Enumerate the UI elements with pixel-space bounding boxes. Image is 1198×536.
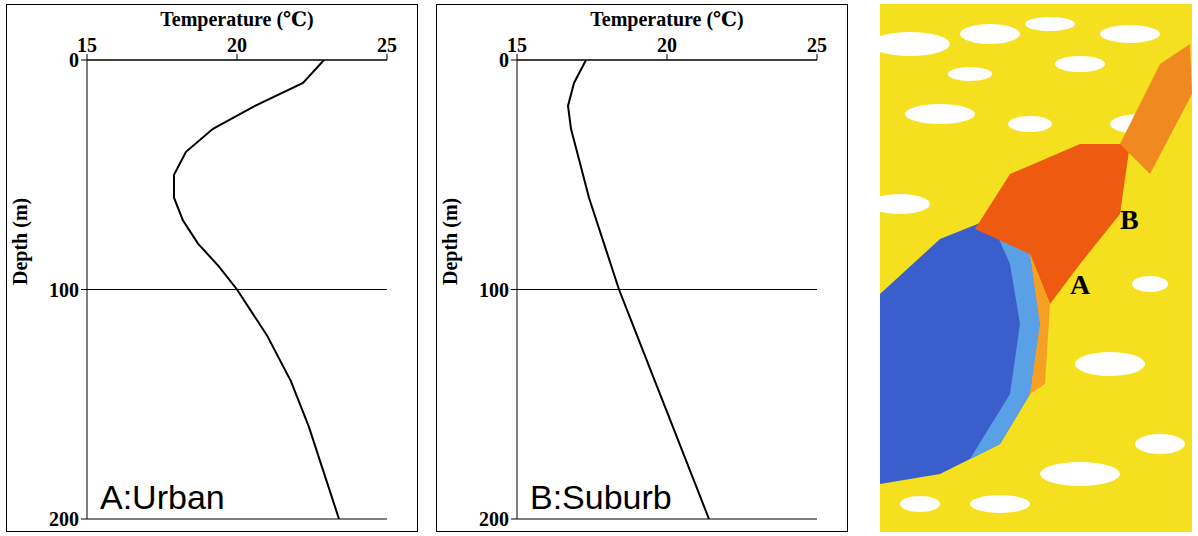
html-text:Temperature (℃): Temperature (℃) — [590, 8, 744, 30]
html-text:B: B — [1120, 204, 1139, 235]
svg-text:200: 200 — [49, 508, 79, 529]
svg-text:100: 100 — [49, 279, 79, 301]
svg-text:15: 15 — [507, 34, 527, 56]
svg-text:25: 25 — [377, 34, 397, 56]
svg-text:0: 0 — [69, 49, 79, 71]
svg-text:200: 200 — [479, 508, 509, 529]
svg-text:100: 100 — [479, 279, 509, 301]
svg-text:0: 0 — [499, 49, 509, 71]
html-text:Depth (m): Depth (m) — [439, 197, 461, 285]
html-text:Temperature (℃): Temperature (℃) — [160, 8, 314, 30]
svg-text:20: 20 — [227, 34, 247, 56]
html-text:A:Urban: A:Urban — [100, 478, 225, 516]
svg-text:15: 15 — [77, 34, 97, 56]
html-text:Depth (m): Depth (m) — [9, 197, 31, 285]
html-text:A: A — [1070, 269, 1091, 300]
svg-text:25: 25 — [807, 34, 827, 56]
html-text:B:Suburb: B:Suburb — [530, 478, 672, 516]
svg-text:20: 20 — [657, 34, 677, 56]
